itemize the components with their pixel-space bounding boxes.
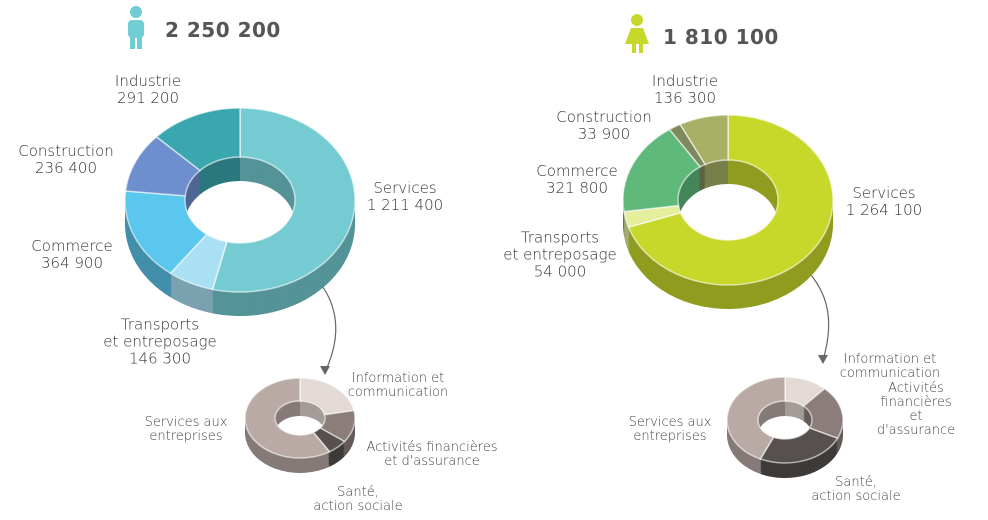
value-label: 321 800 [545,179,609,197]
segment [627,114,834,286]
segment [155,107,241,172]
value-label: 236 400 [34,159,98,177]
category-label: Commerce [536,162,618,180]
donut [244,377,356,474]
segment [679,114,729,166]
segment [244,377,331,459]
segment-label: Construction 33 900 [556,109,652,143]
arrow-head [818,355,828,364]
category-label: Services [373,179,437,197]
segment-label: Industrie 136 300 [652,73,718,107]
segment [211,107,356,293]
segment-label: Transports et entreposage 146 300 [103,315,217,368]
category-label: Services aux entreprises [144,415,228,444]
category-label: Commerce [31,237,113,255]
value-label: 291 200 [116,89,180,107]
category-label: Industrie [114,72,182,90]
segment-label: Commerce 321 800 [536,163,617,197]
value-label: 54 000 [533,262,587,281]
segment-label: Transports et entreposage 54 000 [503,228,617,281]
segment-label: Activités financières et d'assurance [877,382,955,438]
category-label: Construction [556,108,652,126]
arrow-head [320,366,330,375]
segment-label: Activités financières et d'assurance [366,441,497,469]
value-label: 1 211 400 [366,196,444,214]
donut [622,114,834,309]
category-label: Services [852,184,916,202]
woman-icon [625,14,649,53]
segment-label: Construction 236 400 [18,143,114,177]
value-label: 146 300 [128,349,192,368]
category-label: Activités financières et d'assurance [366,440,498,469]
segment-label: Information et communication [840,353,941,381]
segment [726,376,786,460]
category-label: Construction [18,142,114,160]
donut [726,376,844,478]
category-label: Activités financières et d'assurance [876,381,956,438]
category-label: Industrie [651,72,719,90]
segment-label: Industrie 291 200 [115,73,181,107]
donut [124,107,356,316]
segment-label: Information et communication [348,372,449,400]
segment-label: Santé, action sociale [313,486,402,514]
segment [759,427,839,464]
category-label: Information et communication [347,371,449,400]
category-label: Santé, action sociale [313,485,403,514]
value-label: 136 300 [653,89,717,107]
category-label: Santé, action sociale [811,475,901,504]
man-icon [128,6,144,49]
segment-label: Services aux entreprises [145,416,228,444]
segment-label: Services aux entreprises [629,416,712,444]
segment-label: Services 1 211 400 [367,180,443,214]
category-label: Transports et entreposage [503,228,617,264]
category-label: Transports et entreposage [103,315,217,351]
segment-label: Services 1 264 100 [846,185,922,219]
category-label: Information et communication [839,352,941,381]
total-label: 2 250 200 [165,18,281,42]
category-label: Services aux entreprises [628,415,712,444]
segment-label: Santé, action sociale [811,476,900,504]
value-label: 33 900 [577,125,631,143]
segment-label: Commerce 364 900 [31,238,112,272]
value-label: 364 900 [40,254,104,272]
total-label: 1 810 100 [663,25,779,49]
value-label: 1 264 100 [845,201,923,219]
